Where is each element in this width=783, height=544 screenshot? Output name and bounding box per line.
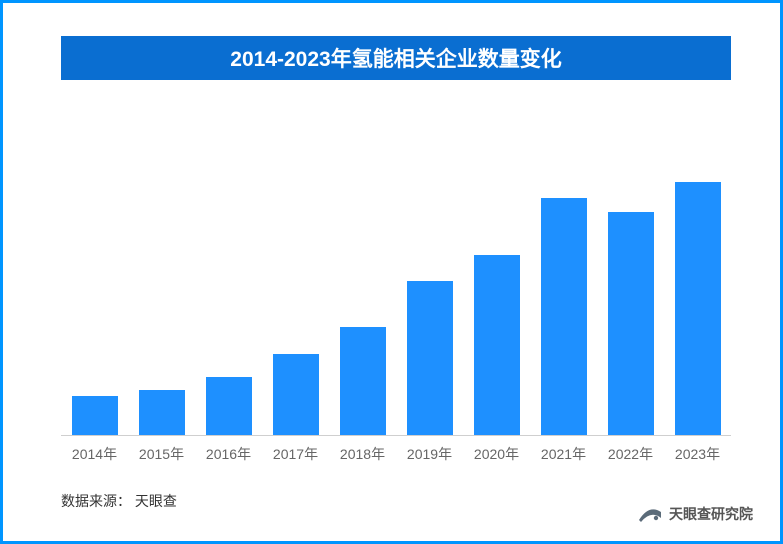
bar-slot [597,212,664,436]
x-axis-label: 2020年 [463,444,530,464]
x-axis-label: 2017年 [262,444,329,464]
x-axis-label: 2018年 [329,444,396,464]
x-axis-label: 2022年 [597,444,664,464]
brand-text: 天眼查研究院 [669,504,753,524]
source-name: 天眼查 [135,493,177,509]
chart-title: 2014-2023年氢能相关企业数量变化 [61,36,731,80]
bar [608,212,654,436]
plot-area [61,106,731,436]
x-axis-label: 2021年 [530,444,597,464]
bar [206,377,252,436]
bar [474,255,520,437]
bar-slot [329,327,396,436]
bar-slot [664,182,731,436]
bar [139,390,185,436]
x-axis-label: 2016年 [195,444,262,464]
bar-slot [530,198,597,436]
x-axis-label: 2023年 [664,444,731,464]
bar-slot [195,377,262,436]
x-axis-line [61,435,731,436]
bar [273,354,319,437]
bar [675,182,721,436]
bar-slot [262,354,329,437]
chart-canvas: 2014-2023年氢能相关企业数量变化 2014年2015年2016年2017… [6,6,777,538]
chart-title-text: 2014-2023年氢能相关企业数量变化 [230,43,561,73]
brand-logo-icon [637,502,663,526]
data-source: 数据来源： 天眼查 [61,491,177,511]
bar [541,198,587,436]
x-axis-label: 2015年 [128,444,195,464]
source-prefix: 数据来源： [61,493,131,509]
bar-slot [61,396,128,436]
brand-badge: 天眼查研究院 [637,502,753,526]
x-axis-label: 2014年 [61,444,128,464]
bar [407,281,453,436]
bar-slot [128,390,195,436]
bar [72,396,118,436]
x-axis-label: 2019年 [396,444,463,464]
x-axis-labels: 2014年2015年2016年2017年2018年2019年2020年2021年… [61,444,731,464]
bar-slot [396,281,463,436]
bar [340,327,386,436]
chart-frame: 2014-2023年氢能相关企业数量变化 2014年2015年2016年2017… [0,0,783,544]
bar-slot [463,255,530,437]
bars-container [61,106,731,436]
